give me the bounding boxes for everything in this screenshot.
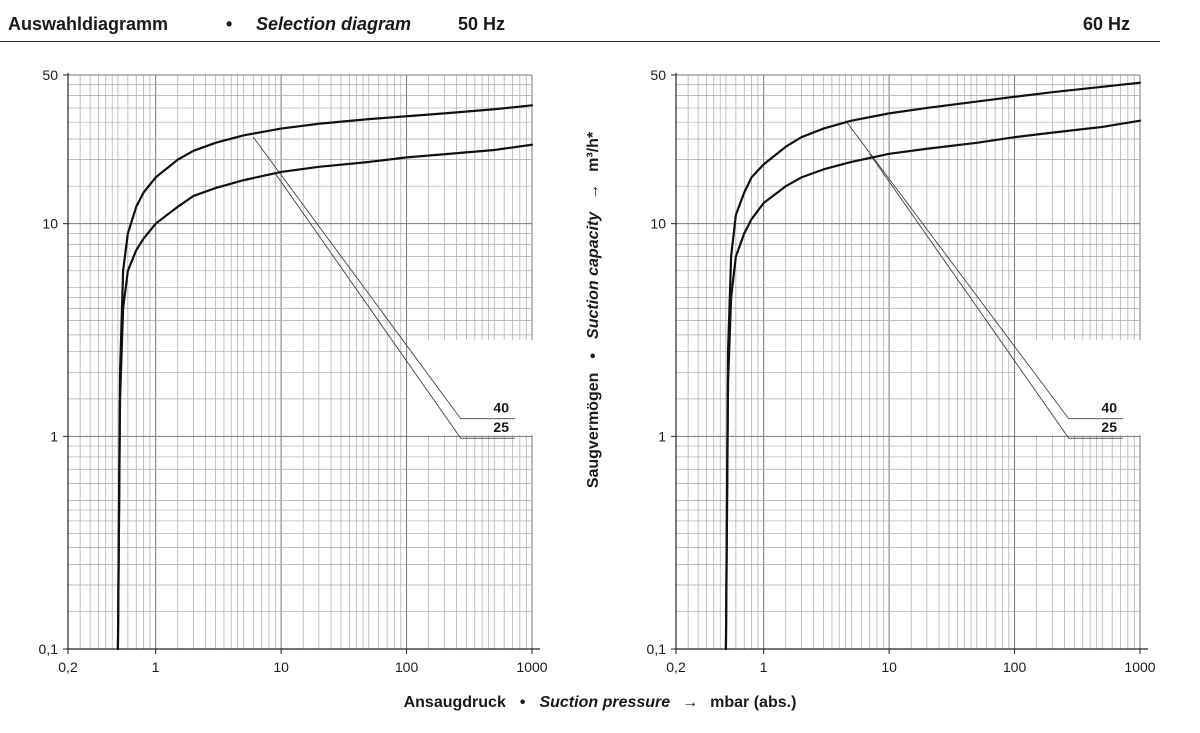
- annotation-label-25: 25: [1101, 419, 1117, 435]
- header-rule: [0, 41, 1160, 42]
- header: Auswahldiagramm • Selection diagram 50 H…: [0, 0, 1200, 44]
- x-tick-label: 1: [152, 659, 160, 675]
- annotation-line-40: [845, 120, 1123, 420]
- legend-box: [408, 340, 533, 435]
- x-tick-label: 0,2: [666, 659, 686, 675]
- x-tick-label: 1000: [1124, 659, 1155, 675]
- y-axis-label-separator: •: [585, 352, 602, 359]
- x-tick-label: 1000: [516, 659, 547, 675]
- series-curve-25: [116, 143, 534, 651]
- annotation-line-25: [275, 173, 515, 439]
- annotation-label-25: 25: [493, 419, 509, 435]
- chart-panel-50hz: 0,2 1 10 100 1000 0,1 1 10 50 40 25: [39, 67, 548, 675]
- y-tick-label: 50: [42, 67, 58, 83]
- frequency-60hz-label: 60 Hz: [1082, 14, 1130, 34]
- annotation-label-40: 40: [1101, 400, 1117, 416]
- x-tick-label: 10: [881, 659, 897, 675]
- y-axis-label-english: Suction capacity: [585, 211, 602, 339]
- y-tick-label: 1: [50, 428, 58, 444]
- frequency-50hz-label: 50 Hz: [458, 14, 506, 34]
- x-tick-label: 0,2: [58, 659, 78, 675]
- x-tick-label: 100: [1003, 659, 1027, 675]
- x-tick-label: 100: [395, 659, 419, 675]
- x-axis-label: Ansaugdruck • Suction pressure → mbar (abs.): [0, 694, 1200, 712]
- x-tick-label: 10: [273, 659, 289, 675]
- legend-box: [1016, 340, 1141, 435]
- chart-panel-60hz: 0,2 1 10 100 1000 0,1 1 10 50 40 25: [647, 67, 1156, 675]
- x-tick-label: 1: [760, 659, 768, 675]
- title-english: Selection diagram: [256, 14, 412, 34]
- x-axis-unit: mbar (abs.): [710, 694, 797, 711]
- annotation-line-40: [252, 136, 515, 420]
- title-separator: •: [226, 14, 233, 34]
- y-tick-label: 0,1: [647, 641, 667, 657]
- y-axis-arrow: →: [585, 183, 602, 200]
- x-axis-label-german: Ansaugdruck: [403, 694, 506, 711]
- title-german: Auswahldiagramm: [8, 14, 169, 34]
- series-curve-25: [724, 119, 1142, 651]
- y-axis-label-german: Saugvermögen: [585, 372, 602, 489]
- y-axis-unit: m³/h*: [585, 131, 602, 172]
- series-curve-40: [116, 104, 534, 651]
- x-axis-label-separator: •: [519, 694, 526, 711]
- series-curve-40: [724, 81, 1142, 651]
- grid: [67, 74, 533, 650]
- x-axis-label-english: Suction pressure: [539, 694, 671, 711]
- annotation-label-40: 40: [493, 400, 509, 416]
- annotation-line-25: [869, 153, 1123, 439]
- y-tick-label: 10: [650, 216, 666, 232]
- x-axis-arrow: →: [682, 694, 699, 711]
- y-tick-label: 0,1: [39, 641, 59, 657]
- y-tick-label: 1: [658, 428, 666, 444]
- y-tick-label: 10: [42, 216, 58, 232]
- y-tick-label: 50: [650, 67, 666, 83]
